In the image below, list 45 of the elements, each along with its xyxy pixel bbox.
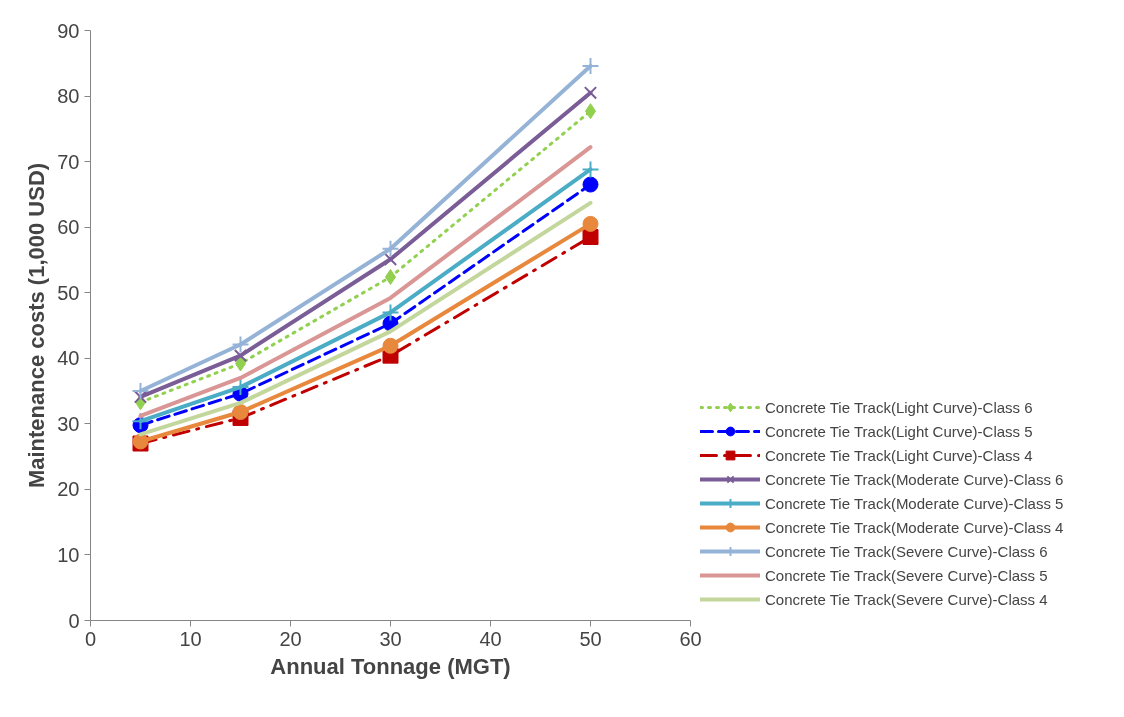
x-tick-label: 60 bbox=[679, 627, 702, 650]
point bbox=[583, 86, 598, 100]
x-tick-label: 0 bbox=[84, 627, 97, 650]
y-tick-label: 20 bbox=[57, 478, 80, 501]
x-tick-label: 30 bbox=[379, 627, 402, 650]
y-tick-label: 50 bbox=[57, 281, 80, 304]
y-tick-label: 10 bbox=[57, 543, 80, 566]
legend-label: Concrete Tie Track(Light Curve)-Class 6 bbox=[765, 397, 1033, 418]
y-axis-title: Maintenance costs (1,000 USD) bbox=[24, 162, 50, 489]
legend-label: Concrete Tie Track(Moderate Curve)-Class 6 bbox=[765, 469, 1064, 490]
y-tick-label: 70 bbox=[57, 150, 80, 173]
point bbox=[581, 160, 600, 179]
y-tick-label: 30 bbox=[57, 412, 80, 435]
point bbox=[131, 382, 150, 401]
y-tick-label: 40 bbox=[57, 347, 80, 370]
point bbox=[133, 390, 148, 404]
point bbox=[232, 404, 249, 421]
legend-label: Concrete Tie Track(Moderate Curve)-Class 5 bbox=[765, 493, 1064, 514]
x-tick-label: 40 bbox=[479, 627, 502, 650]
legend-label: Concrete Tie Track(Moderate Curve)-Class 4 bbox=[765, 517, 1064, 538]
point bbox=[581, 56, 600, 75]
x-axis-title: Annual Tonnage (MGT) bbox=[270, 653, 511, 679]
point bbox=[233, 349, 248, 363]
x-tick-label: 50 bbox=[579, 627, 602, 650]
x-tick-label: 10 bbox=[179, 627, 202, 650]
point bbox=[231, 378, 250, 397]
point bbox=[582, 229, 599, 245]
y-tick-label: 0 bbox=[68, 609, 80, 632]
legend-label: Concrete Tie Track(Severe Curve)-Class 5 bbox=[765, 565, 1048, 586]
point bbox=[382, 337, 399, 354]
y-tick-label: 90 bbox=[57, 19, 80, 42]
point bbox=[131, 412, 150, 431]
point bbox=[381, 239, 400, 258]
point bbox=[383, 252, 398, 266]
point bbox=[381, 303, 400, 322]
y-tick-label: 60 bbox=[57, 216, 80, 239]
legend-label: Concrete Tie Track(Severe Curve)-Class 4 bbox=[765, 589, 1048, 610]
point bbox=[231, 335, 250, 354]
point bbox=[582, 215, 599, 232]
legend-label: Concrete Tie Track(Light Curve)-Class 4 bbox=[765, 445, 1033, 466]
x-tick-label: 20 bbox=[279, 627, 302, 650]
point bbox=[582, 176, 599, 193]
y-tick-label: 80 bbox=[57, 85, 80, 108]
legend-label: Concrete Tie Track(Severe Curve)-Class 6 bbox=[765, 541, 1048, 562]
legend-label: Concrete Tie Track(Light Curve)-Class 5 bbox=[765, 421, 1033, 442]
